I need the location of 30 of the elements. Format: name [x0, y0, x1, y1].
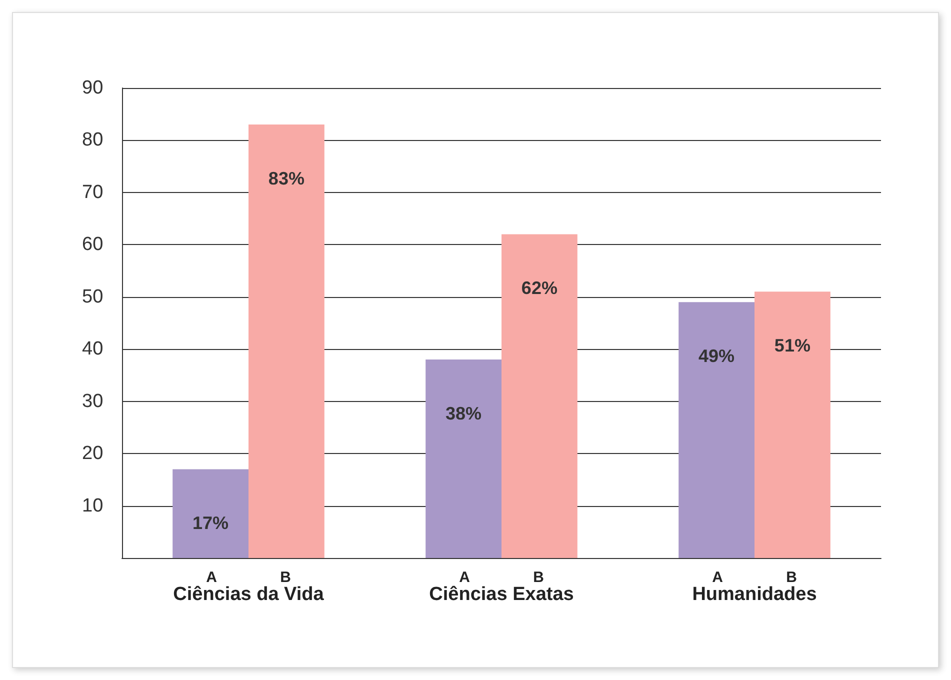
y-tick-label: 50: [82, 286, 104, 308]
data-label: 38%: [446, 404, 482, 424]
text: B: [533, 569, 544, 586]
data-label: 62%: [521, 278, 558, 298]
y-tick-label: 20: [82, 443, 104, 464]
y-tick-label: 30: [82, 390, 104, 412]
data-label: 17%: [192, 513, 229, 534]
text: A: [712, 569, 723, 586]
bar: [172, 469, 248, 558]
y-tick-label: 10: [82, 495, 104, 516]
data-label: 51%: [774, 336, 810, 356]
bar: [678, 302, 754, 558]
y-tick-label: 40: [82, 338, 104, 360]
x-tick-label: Humanidades: [692, 584, 817, 605]
series-label: A: [206, 569, 218, 586]
bar: [426, 360, 502, 558]
y-tick-label: 60: [82, 234, 104, 256]
y-tick-label: 90: [82, 78, 104, 98]
y-tick-label: 80: [82, 130, 104, 151]
bar: [248, 124, 324, 558]
x-tick-label: Ciências da Vida: [173, 584, 324, 605]
bar: [754, 292, 830, 558]
text: B: [786, 569, 797, 586]
y-tick-label: 70: [82, 182, 104, 203]
data-label: 83%: [268, 168, 304, 189]
bar: [502, 234, 578, 558]
x-tick-label: Ciências Exatas: [429, 584, 574, 605]
series-label: B: [280, 569, 292, 586]
text: A: [459, 569, 470, 586]
data-label: 49%: [698, 346, 735, 366]
